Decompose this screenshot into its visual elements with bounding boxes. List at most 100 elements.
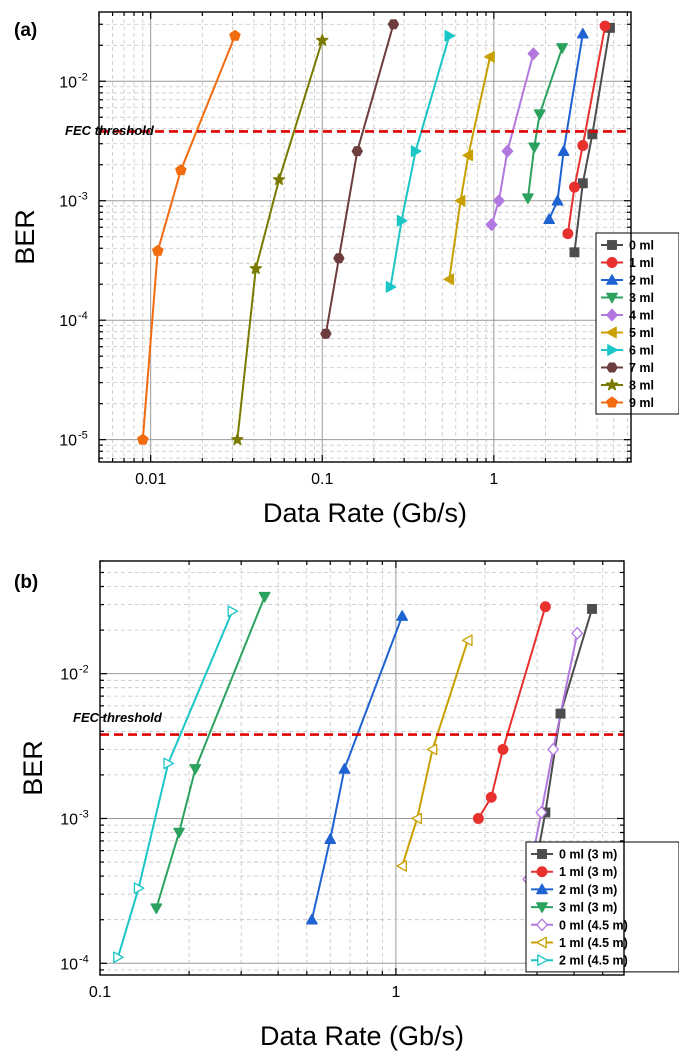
data-point [533,109,546,121]
data-point [497,743,509,755]
data-point [396,610,409,621]
x-axis-label: Data Rate (Gb/s) [263,498,467,528]
data-point [528,142,541,154]
series-line-8 [236,40,324,440]
series-line-0 [531,608,593,882]
series-line-3 [526,47,564,199]
data-point [454,194,466,207]
x-axis-label: Data Rate (Gb/s) [260,1021,464,1051]
legend-label-1: 1 ml (3 m) [559,865,617,879]
data-point [396,214,408,227]
y-tick-label: 10 [59,313,77,330]
y-tick-exponent: -4 [79,953,89,965]
data-point [173,827,185,839]
data-point [569,247,580,258]
data-point [587,603,597,614]
y-axis-label: BER [10,209,40,265]
legend-marker-2 [536,883,548,895]
series-line-0 [573,27,611,253]
y-tick-label: 10 [59,74,77,91]
legend: 0 ml 1 ml 2 ml 3 ml 4 ml 5 ml 6 ml 7 ml 8 ml 9 ml [595,232,679,415]
data-point [555,708,566,719]
legend-marker-5 [536,936,547,949]
y-tick-exponent: -3 [78,191,88,203]
legend-label-0: 0 ml (3 m) [559,848,617,862]
legend-label-3: 3 ml (3 m) [559,901,617,915]
grid [99,12,631,462]
data-point [163,757,175,770]
y-tick-exponent: -2 [79,664,89,676]
data-point [316,33,329,46]
data-point [444,29,456,42]
data-point [426,743,438,756]
y-tick-label: 10 [60,956,78,973]
fec-threshold-label: FEC threshold [73,710,163,725]
legend-label-8: 8 ml [629,379,654,393]
data-point [557,145,570,156]
data-point [569,181,580,193]
data-point [522,193,534,205]
plot-frame [98,11,632,463]
data-point [351,146,363,157]
data-point [396,860,407,872]
legend-label-2: 2 ml (3 m) [559,883,617,897]
y-tick-exponent: -2 [78,71,88,83]
data-point [333,253,345,264]
data-point [249,262,262,275]
data-point [599,20,611,32]
legend-label-5: 5 ml [629,326,654,340]
legend-marker-3 [606,292,618,304]
data-point [410,145,422,158]
data-point [227,605,239,618]
x-tick-label: 0.1 [311,471,333,488]
legend-label-3: 3 ml [629,291,654,305]
series-line-5 [401,640,469,867]
y-tick-label: 10 [59,433,77,450]
data-point [484,51,495,63]
data-point [527,47,540,61]
data-point [150,903,163,915]
y-tick-exponent: -5 [78,430,88,442]
y-tick-label: 10 [60,811,78,828]
series-line-7 [324,23,395,334]
legend-label-7: 7 ml [629,361,654,375]
legend-label-5: 1 ml (4.5 m) [559,936,628,950]
series-line-5 [448,56,491,280]
legend-marker-0 [537,849,547,859]
series-line-1 [566,25,607,234]
series-line-6 [389,35,451,288]
x-tick-label: 1 [391,984,400,1001]
data-point [258,591,271,603]
legend-marker-4 [536,918,548,932]
series-group [137,19,615,445]
data-point [501,144,514,158]
series-group [113,591,597,964]
legend-marker-6 [607,344,618,356]
legend-marker-0 [607,240,617,250]
data-point [133,882,145,895]
y-tick-label: 10 [59,194,77,211]
series-line-4 [490,53,535,225]
x-tick-label: 0.01 [135,471,166,488]
legend-label-4: 4 ml [629,309,654,323]
legend-label-1: 1 ml [629,256,654,270]
series-line-2 [310,615,404,920]
data-point [175,164,187,176]
data-point [551,194,564,206]
legend-marker-2 [606,274,618,285]
data-point [306,913,318,925]
series-line-6 [117,610,234,958]
data-point [137,433,149,445]
data-point [485,218,498,232]
y-tick-exponent: -3 [79,808,89,820]
x-tick-label: 1 [489,471,498,488]
data-point [272,173,286,186]
legend-marker-8 [605,378,619,391]
data-point [113,951,124,964]
data-point [587,129,598,140]
series-line-9 [141,35,236,440]
data-point [547,743,560,756]
data-point [229,29,241,41]
